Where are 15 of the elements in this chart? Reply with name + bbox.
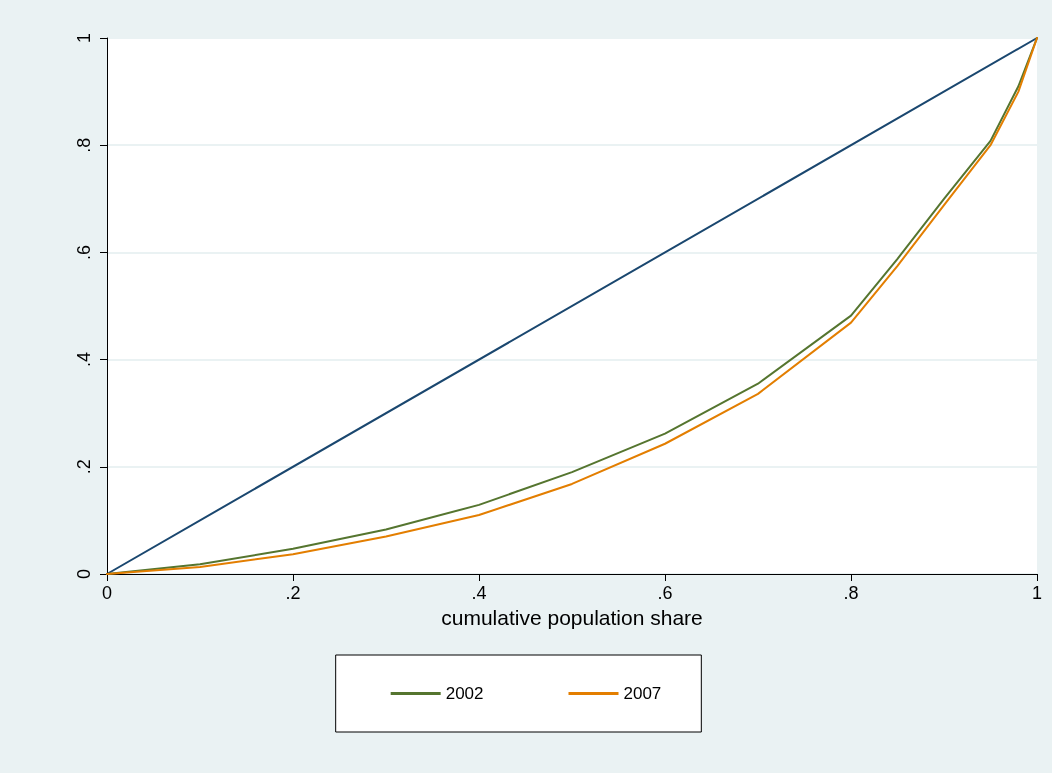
x-tick-label: 0 xyxy=(101,583,113,603)
y-tick-label: .8 xyxy=(74,137,94,153)
y-tick-label: .2 xyxy=(74,459,94,475)
legend-label: 2007 xyxy=(623,684,662,703)
x-tick-label: .2 xyxy=(285,583,301,603)
x-tick-label: 1 xyxy=(1031,583,1043,603)
y-tick-label: .4 xyxy=(74,352,94,368)
legend-label: 2002 xyxy=(445,684,484,703)
y-tick-label: .6 xyxy=(74,244,94,260)
y-tick-label: 1 xyxy=(74,32,94,44)
x-tick-label: .8 xyxy=(843,583,859,603)
x-tick-label: .6 xyxy=(657,583,673,603)
x-tick-label: .4 xyxy=(471,583,487,603)
y-tick-label: 0 xyxy=(74,568,94,580)
x-axis-title: cumulative population share xyxy=(441,605,703,629)
